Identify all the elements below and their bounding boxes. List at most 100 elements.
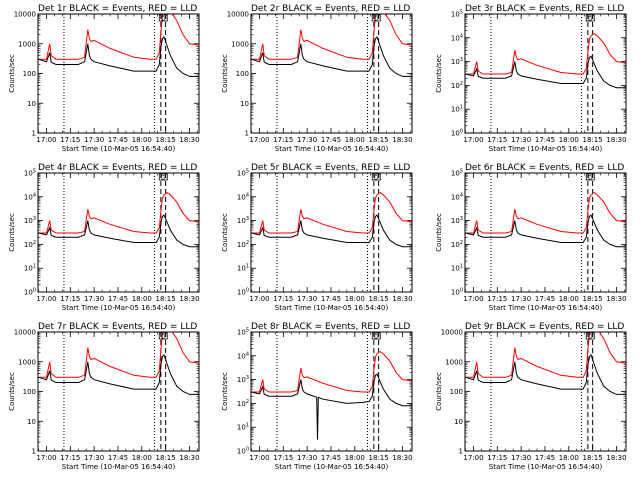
- tick-base: 10: [237, 400, 246, 408]
- tick-exponent: 5: [246, 169, 249, 175]
- x-tick-label: 17:30: [511, 295, 531, 303]
- x-tick-label: 18:00: [345, 136, 365, 144]
- annotation-text: D: [374, 334, 379, 341]
- y-tick-label: 101: [451, 105, 463, 114]
- tick-base: 10: [451, 193, 460, 201]
- x-tick-label: 18:00: [132, 454, 152, 462]
- x-tick-label: 17:30: [84, 136, 104, 144]
- series-line-lld: [465, 191, 626, 234]
- y-axis-label: Counts/sec: [221, 54, 229, 93]
- y-tick-label: 100: [23, 70, 36, 78]
- series-line-events: [251, 373, 412, 440]
- y-axis-label: Counts/sec: [8, 372, 16, 411]
- plot-area: [465, 173, 626, 292]
- x-tick-label: 18:30: [606, 454, 626, 462]
- y-tick-label: 102: [237, 240, 249, 249]
- panel-title: Det 6r BLACK = Events, RED = LLD: [465, 163, 624, 173]
- y-tick-label: 100: [237, 288, 249, 297]
- tick-base: 10: [237, 193, 246, 201]
- tick-base: 10: [24, 217, 33, 225]
- x-tick-label: 17:15: [273, 136, 293, 144]
- tick-exponent: 0: [460, 129, 463, 135]
- tick-base: 10: [24, 170, 33, 178]
- x-tick-label: 17:00: [249, 454, 269, 462]
- plot-area: [465, 14, 626, 133]
- plot-frame: [250, 13, 413, 134]
- tick-exponent: 1: [33, 264, 36, 270]
- y-tick-label: 10: [454, 418, 463, 426]
- y-tick-label: 105: [237, 328, 249, 337]
- tick-exponent: 1: [246, 264, 249, 270]
- x-tick-label: 17:00: [249, 136, 269, 144]
- series-line-events: [38, 214, 199, 248]
- tick-exponent: 0: [246, 288, 249, 294]
- tick-base: 10: [237, 329, 246, 337]
- x-tick-label: 18:15: [156, 136, 176, 144]
- y-tick-label: 103: [451, 216, 463, 225]
- tick-base: 10: [24, 289, 33, 297]
- annotation-box: [585, 332, 595, 340]
- x-tick-label: 18:15: [583, 295, 603, 303]
- plot-area: [251, 14, 412, 133]
- x-tick-label: 17:00: [36, 295, 56, 303]
- x-tick-label: 17:30: [297, 136, 317, 144]
- x-tick-label: 17:15: [60, 136, 80, 144]
- annotation-box: [371, 173, 381, 181]
- y-tick-label: 1000: [18, 40, 36, 48]
- tick-base: 10: [237, 376, 246, 384]
- y-tick-label: 101: [237, 264, 249, 273]
- tick-base: 10: [24, 265, 33, 273]
- x-tick-label: 17:15: [60, 295, 80, 303]
- x-axis-label: Start Time (10-Mar-05 16:54:40): [62, 463, 176, 471]
- tick-base: 10: [451, 241, 460, 249]
- x-axis-label: Start Time (10-Mar-05 16:54:40): [275, 463, 389, 471]
- plot-area: [38, 14, 199, 133]
- tick-base: 10: [451, 106, 460, 114]
- tick-exponent: 4: [33, 192, 36, 198]
- tick-exponent: 2: [460, 240, 463, 246]
- y-axis-label: Counts/sec: [435, 213, 443, 252]
- x-tick-label: 18:30: [392, 136, 412, 144]
- x-tick-label: 17:45: [535, 454, 555, 462]
- tick-base: 10: [451, 170, 460, 178]
- x-tick-label: 17:30: [84, 295, 104, 303]
- x-tick-label: 18:15: [369, 295, 389, 303]
- tick-exponent: 3: [460, 216, 463, 222]
- tick-exponent: 1: [246, 423, 249, 429]
- series-line-lld: [38, 191, 199, 234]
- y-tick-label: 104: [451, 33, 463, 42]
- tick-exponent: 1: [460, 264, 463, 270]
- tick-exponent: 3: [460, 57, 463, 63]
- x-tick-label: 17:15: [487, 136, 507, 144]
- plot-frame: [464, 331, 627, 452]
- tick-exponent: 5: [246, 328, 249, 334]
- tick-exponent: 2: [246, 240, 249, 246]
- x-tick-label: 17:00: [36, 136, 56, 144]
- tick-exponent: 0: [460, 288, 463, 294]
- y-tick-label: 102: [451, 81, 463, 90]
- chart-panel-7: 1 10 100 1000 10000 17:00 17:15 17:30 17:45 18:00…: [8, 322, 200, 471]
- tick-base: 10: [24, 241, 33, 249]
- annotation-box: [158, 332, 168, 340]
- x-tick-label: 17:30: [511, 454, 531, 462]
- series-line-lld: [251, 350, 412, 393]
- plot-frame: [250, 331, 413, 452]
- series-line-lld: [38, 14, 199, 60]
- tick-exponent: 2: [246, 399, 249, 405]
- x-tick-label: 18:15: [583, 454, 603, 462]
- tick-base: 10: [237, 352, 246, 360]
- x-tick-label: 18:30: [179, 454, 199, 462]
- tick-base: 10: [451, 289, 460, 297]
- y-tick-label: 1: [459, 448, 463, 456]
- y-tick-label: 100: [451, 129, 463, 138]
- y-tick-label: 100: [451, 288, 463, 297]
- annotation-text: D: [374, 175, 379, 182]
- y-tick-label: 10: [27, 418, 36, 426]
- x-tick-label: 17:15: [487, 295, 507, 303]
- tick-base: 10: [237, 170, 246, 178]
